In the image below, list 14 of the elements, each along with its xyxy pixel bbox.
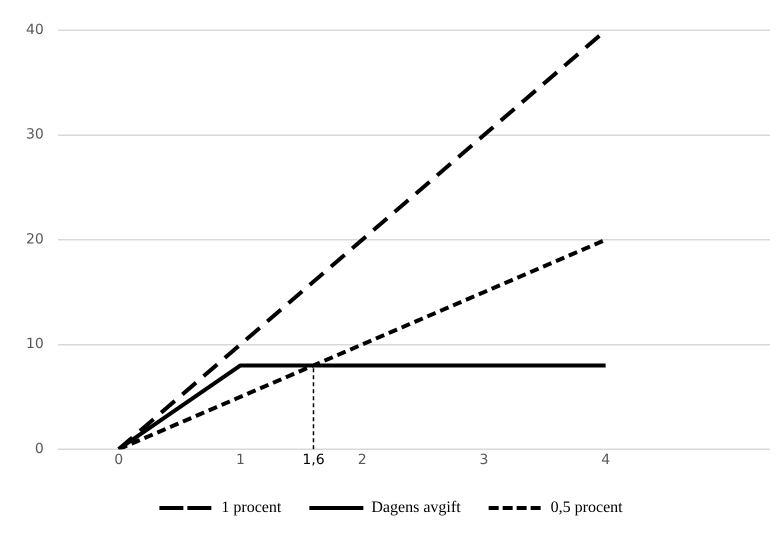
x-tick-label: 2 [358, 452, 367, 468]
x-tick-label: 3 [479, 452, 488, 468]
y-tick-label: 40 [26, 22, 44, 38]
x-tick-label: 0 [114, 452, 124, 468]
y-tick-label: 30 [26, 126, 44, 143]
legend-label: 1 procent [221, 499, 282, 516]
legend-label: 0,5 procent [550, 499, 624, 516]
y-tick-label: 10 [26, 336, 44, 352]
y-tick-label: 0 [34, 440, 44, 457]
x-tick-label: 1,6 [302, 452, 325, 468]
legend-label: Dagens avgift [371, 499, 462, 516]
y-tick-label: 20 [26, 231, 44, 248]
x-tick-label: 1 [236, 452, 245, 468]
x-tick-label: 4 [601, 452, 610, 468]
